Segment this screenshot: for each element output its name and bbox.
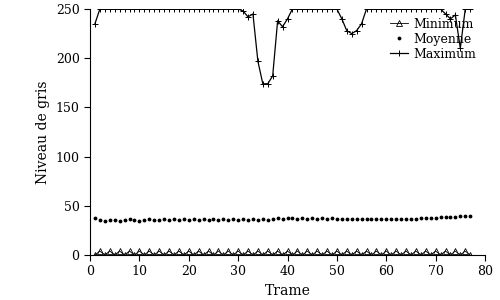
Minimum bbox=[97, 249, 103, 253]
Y-axis label: Niveau de gris: Niveau de gris bbox=[36, 80, 50, 184]
Moyenne bbox=[467, 214, 473, 217]
Minimum bbox=[250, 253, 256, 257]
Minimum bbox=[220, 253, 226, 257]
Line: Maximum: Maximum bbox=[92, 6, 473, 87]
Moyenne bbox=[458, 214, 464, 217]
Moyenne bbox=[260, 217, 266, 220]
Minimum bbox=[225, 249, 231, 253]
Moyenne bbox=[171, 217, 177, 220]
Maximum bbox=[171, 7, 177, 11]
Moyenne bbox=[304, 217, 310, 220]
Moyenne bbox=[220, 217, 226, 220]
X-axis label: Trame: Trame bbox=[264, 284, 310, 298]
Maximum bbox=[467, 7, 473, 11]
Moyenne bbox=[250, 217, 256, 220]
Maximum bbox=[265, 82, 271, 85]
Moyenne bbox=[102, 219, 108, 222]
Maximum bbox=[92, 22, 98, 26]
Minimum bbox=[171, 253, 177, 257]
Minimum bbox=[304, 249, 310, 253]
Legend: Minimum, Moyenne, Maximum: Minimum, Moyenne, Maximum bbox=[387, 15, 479, 63]
Minimum bbox=[92, 253, 98, 257]
Moyenne bbox=[225, 218, 231, 221]
Minimum bbox=[467, 253, 473, 257]
Maximum bbox=[220, 7, 226, 11]
Maximum bbox=[260, 82, 266, 85]
Maximum bbox=[225, 7, 231, 11]
Maximum bbox=[309, 7, 315, 11]
Moyenne bbox=[92, 216, 98, 219]
Minimum bbox=[260, 253, 266, 257]
Line: Minimum: Minimum bbox=[92, 248, 473, 258]
Maximum bbox=[250, 12, 256, 16]
Maximum bbox=[97, 7, 103, 11]
Line: Moyenne: Moyenne bbox=[92, 213, 472, 223]
